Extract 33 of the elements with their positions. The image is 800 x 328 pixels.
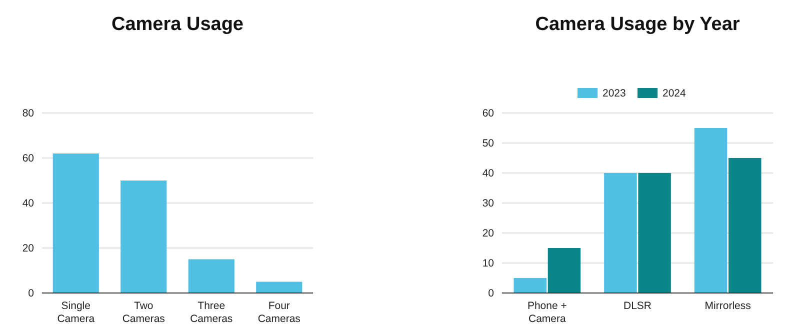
bar bbox=[52, 154, 99, 293]
x-tick-label: Three Cameras bbox=[190, 300, 233, 325]
y-tick-label: 40 bbox=[22, 198, 34, 210]
x-tick-label: DLSR bbox=[623, 300, 652, 312]
chart-title: Camera Usage bbox=[111, 14, 244, 35]
x-tick-label: Phone + Camera bbox=[527, 300, 567, 325]
y-tick-label: 80 bbox=[22, 108, 34, 120]
bar bbox=[728, 158, 762, 293]
x-tick-label: Four Cameras bbox=[258, 300, 300, 325]
bar bbox=[514, 278, 546, 293]
bar bbox=[256, 282, 302, 293]
legend-label: 2023 bbox=[602, 88, 626, 100]
x-tick-label: Two Cameras bbox=[122, 300, 165, 325]
bar bbox=[120, 180, 167, 293]
y-tick-label: 60 bbox=[22, 152, 34, 165]
bar bbox=[638, 173, 671, 293]
bar bbox=[604, 173, 637, 293]
y-tick-label: 50 bbox=[482, 138, 494, 150]
y-tick-label: 30 bbox=[482, 198, 494, 210]
y-tick-label: 60 bbox=[482, 108, 494, 120]
x-tick-label: Single Camera bbox=[57, 300, 95, 325]
bar bbox=[188, 259, 234, 293]
legend-label: 2024 bbox=[662, 88, 686, 100]
chart-title: Camera Usage by Year bbox=[535, 14, 740, 35]
y-tick-label: 20 bbox=[22, 242, 34, 255]
y-tick-label: 40 bbox=[482, 168, 494, 180]
y-tick-label: 20 bbox=[482, 228, 494, 240]
bar bbox=[694, 128, 728, 293]
y-tick-label: 10 bbox=[482, 258, 494, 270]
y-tick-label: 0 bbox=[28, 288, 34, 300]
y-tick-label: 0 bbox=[488, 288, 494, 300]
bar bbox=[548, 248, 581, 293]
x-tick-label: Mirrorless bbox=[704, 300, 751, 312]
